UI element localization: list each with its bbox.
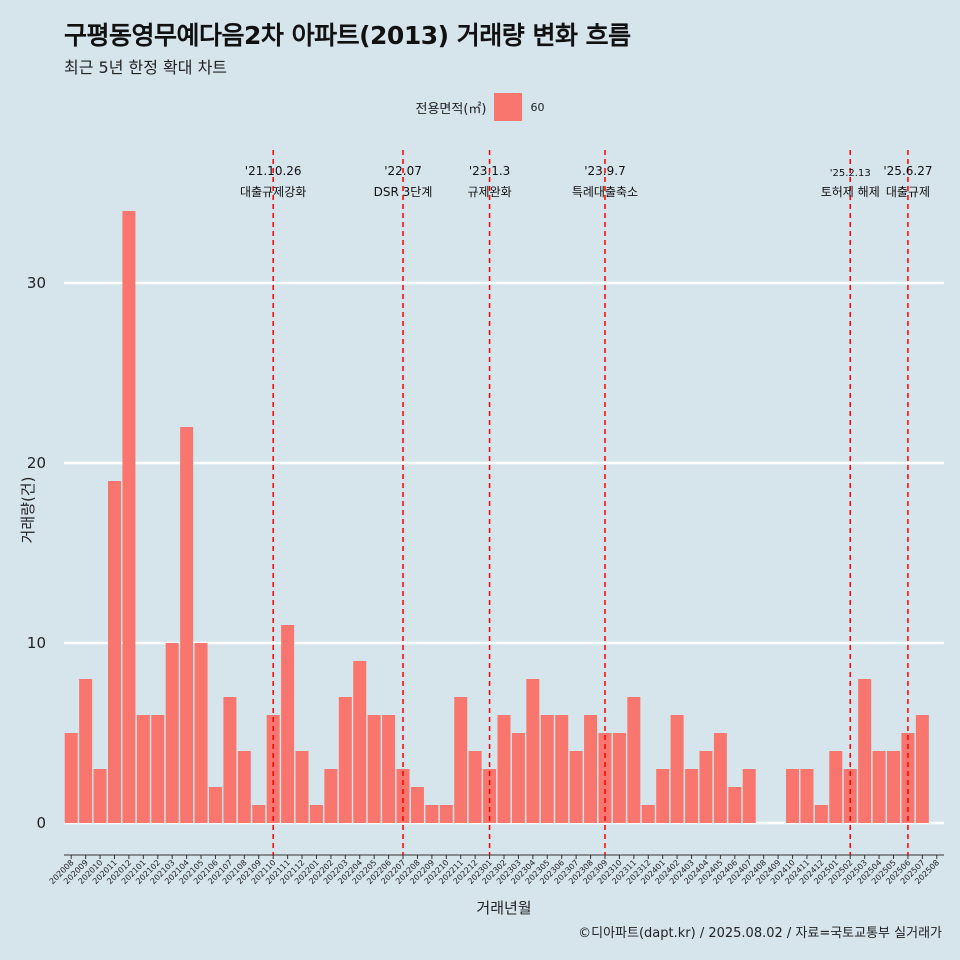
bar: [309, 805, 323, 823]
bar: [858, 679, 872, 823]
annotation-label: 토허제 해제: [821, 185, 880, 199]
annotation-date: '21.10.26: [245, 164, 302, 178]
bar: [829, 751, 843, 823]
bar: [598, 733, 612, 823]
annotation-label: 대출규제: [886, 185, 930, 199]
bar: [569, 751, 583, 823]
bar: [511, 733, 525, 823]
bar: [454, 697, 468, 823]
bar: [252, 805, 266, 823]
bar: [526, 679, 540, 823]
annotation-date: '22.07: [384, 164, 422, 178]
annotation-date: '25.6.27: [883, 164, 932, 178]
bar: [324, 769, 338, 823]
bar: [786, 769, 800, 823]
bar: [843, 769, 857, 823]
bar: [814, 805, 828, 823]
bar: [295, 751, 309, 823]
bar: [180, 427, 194, 823]
annotation-date: '23.1.3: [469, 164, 510, 178]
annotation-label: DSR 3단계: [374, 185, 433, 199]
annotation-date: '23.9.7: [584, 164, 625, 178]
bar: [367, 715, 381, 823]
x-axis-title: 거래년월: [476, 899, 531, 917]
chart-title: 구평동영무예다음2차 아파트(2013) 거래량 변화 흐름: [64, 21, 631, 50]
bar: [353, 661, 367, 823]
y-tick-label: 30: [27, 274, 46, 292]
annotation-label: 규제완화: [467, 185, 511, 199]
bar: [382, 715, 396, 823]
legend: 전용면적(㎡) 60: [0, 93, 960, 121]
bar: [64, 733, 78, 823]
bar: [338, 697, 352, 823]
y-tick-label: 0: [36, 814, 46, 832]
bar: [425, 805, 439, 823]
bar: [641, 805, 655, 823]
bar: [800, 769, 814, 823]
bar: [79, 679, 93, 823]
legend-label: 60: [530, 100, 545, 114]
bar: [108, 481, 121, 823]
bar: [584, 715, 598, 823]
bar: [237, 751, 251, 823]
bar: [93, 769, 107, 823]
bar: [685, 769, 699, 823]
bar: [540, 715, 554, 823]
bar: [483, 769, 497, 823]
bar: [396, 769, 410, 823]
bar: [713, 733, 727, 823]
chart-subtitle: 최근 5년 한정 확대 차트: [64, 58, 228, 77]
bar: [497, 715, 511, 823]
y-axis-title: 거래량(건): [19, 477, 37, 544]
annotation-label: 특례대출축소: [572, 185, 638, 199]
bar: [728, 787, 742, 823]
bar: [872, 751, 886, 823]
bar: [627, 697, 641, 823]
bar: [742, 769, 756, 823]
bar: [555, 715, 569, 823]
bar: [699, 751, 713, 823]
bar: [901, 733, 915, 823]
bar: [194, 643, 208, 823]
bar: [656, 769, 670, 823]
source-caption: ©디아파트(dapt.kr) / 2025.08.02 / 자료=국토교통부 실…: [578, 926, 942, 941]
bar: [151, 715, 165, 823]
bar: [887, 751, 900, 823]
y-tick-label: 10: [27, 634, 46, 652]
annotation-label: 대출규제강화: [240, 185, 306, 199]
legend-color-key: [494, 93, 523, 121]
annotation-date: '25.2.13: [830, 168, 871, 179]
bar: [468, 751, 482, 823]
bar: [281, 625, 295, 823]
bar: [670, 715, 684, 823]
bar: [612, 733, 626, 823]
bar: [165, 643, 179, 823]
bar: [266, 715, 280, 823]
bar: [122, 211, 136, 823]
bar: [410, 787, 424, 823]
bar: [439, 805, 453, 823]
bar: [915, 715, 929, 823]
bar: [223, 697, 237, 823]
bar: [208, 787, 222, 823]
bar: [136, 715, 150, 823]
legend-title: 전용면적(㎡): [415, 101, 487, 117]
y-tick-label: 20: [27, 454, 46, 472]
